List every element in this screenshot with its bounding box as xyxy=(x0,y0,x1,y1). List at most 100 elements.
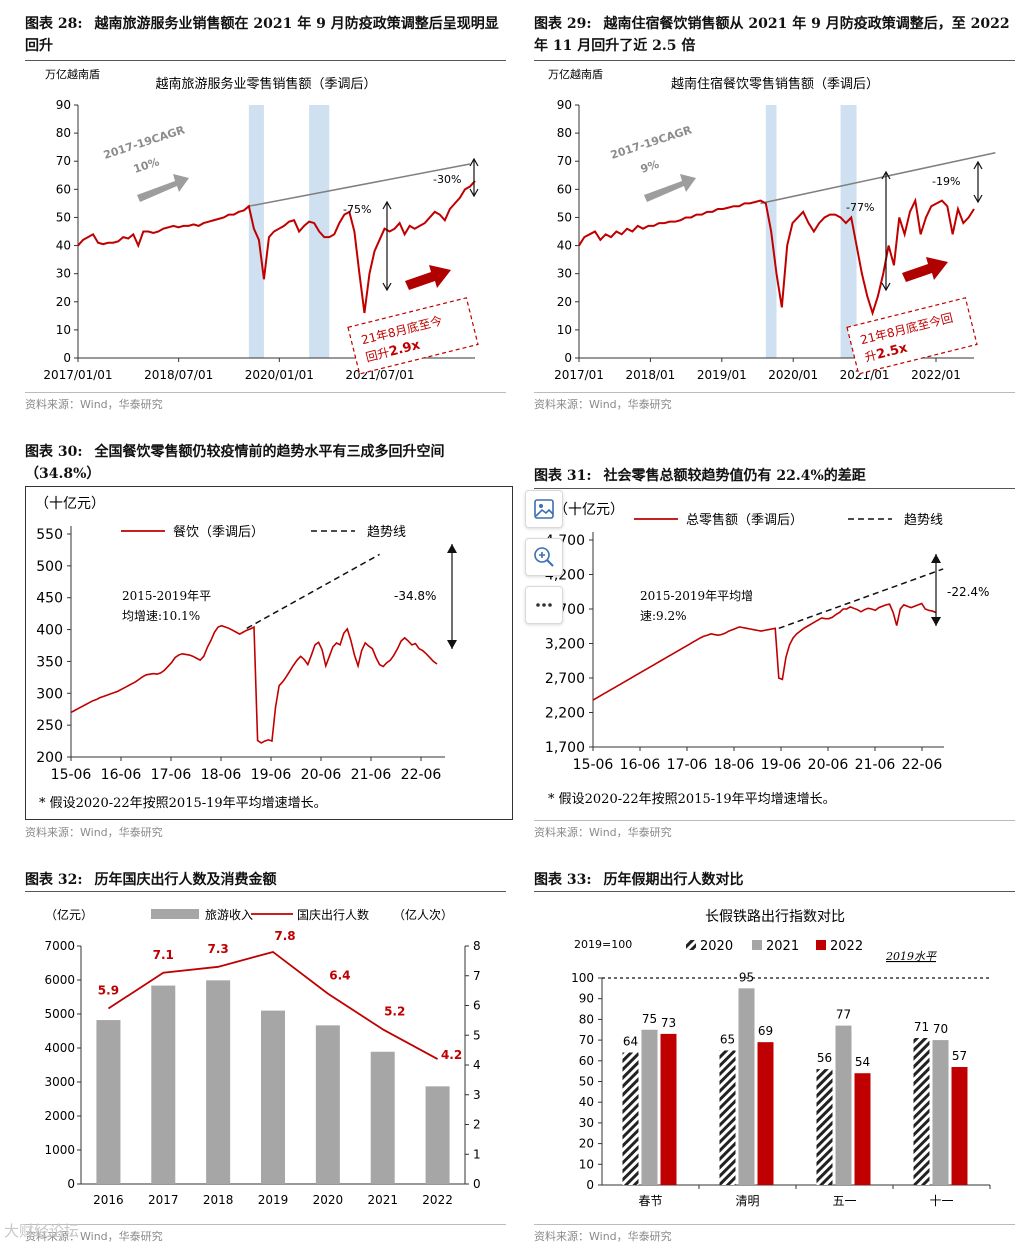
y-tick-label: 0 xyxy=(564,351,572,365)
image-button[interactable] xyxy=(525,490,563,528)
data-label: 7.8 xyxy=(274,929,295,943)
series-line xyxy=(70,624,438,744)
growth-note-line1: 2015-2019年平均增 xyxy=(640,589,753,603)
arrow-head-icon xyxy=(881,170,891,180)
y-axis-unit: （十亿元） xyxy=(554,502,624,518)
bar xyxy=(151,985,176,1184)
y-tick-label: 90 xyxy=(557,98,572,112)
divider xyxy=(25,60,506,61)
y2-tick-label: 3 xyxy=(473,1088,481,1102)
chart-holiday-rail: 长假铁路出行指数对比 2019=100 2019水平 0 10 20 30 40 50 60… xyxy=(571,909,991,1208)
data-label: 65 xyxy=(720,1032,735,1046)
divider xyxy=(25,1224,506,1225)
y-tick-label: 80 xyxy=(56,126,71,140)
y-axis-unit: （亿元） xyxy=(45,907,93,922)
arrow-head-icon xyxy=(973,194,983,204)
y-tick-label: 500 xyxy=(36,559,63,575)
cagr-label: 2017-19CAGR xyxy=(102,123,187,162)
data-label: 64 xyxy=(623,1035,638,1049)
figure-label: 图表 32: xyxy=(25,872,83,888)
x-tick-label: 21-06 xyxy=(855,757,896,773)
divider xyxy=(534,820,1015,821)
data-label: 77 xyxy=(836,1008,851,1022)
cagr-label: 2017-19CAGR xyxy=(609,123,694,162)
y-tick-label: 70 xyxy=(557,154,572,168)
y-tick-label: 3000 xyxy=(44,1075,75,1089)
trend-line xyxy=(248,163,471,207)
figure-title-text: 越南住宿餐饮销售额从 2021 年 9 月防疫政策调整后，至 2022 年 11… xyxy=(534,16,1010,54)
chart-national-day: （亿元） （亿人次） 0 1000 2000 3000 4000 5000 6000 7000… xyxy=(44,907,481,1207)
y-tick-label: 20 xyxy=(579,1137,594,1151)
y-tick-label: 2,200 xyxy=(545,706,585,722)
more-button[interactable] xyxy=(525,586,563,624)
zoom-in-icon xyxy=(534,547,554,567)
y-tick-label: 90 xyxy=(579,992,594,1006)
y-tick-label: 4000 xyxy=(44,1041,75,1055)
x-tick-label: 十一 xyxy=(929,1194,953,1208)
x-tick-label: 16-06 xyxy=(101,767,142,783)
bar xyxy=(913,1038,930,1185)
y-tick-label: 20 xyxy=(56,295,71,309)
figure-title-text: 社会零售总额较趋势值仍有 22.4%的差距 xyxy=(603,468,866,484)
divider xyxy=(25,392,506,393)
y-axis-unit: 万亿越南盾 xyxy=(548,67,603,81)
y-tick-label: 0 xyxy=(586,1178,594,1192)
y-tick-label: 40 xyxy=(557,239,572,253)
level-label: 2019水平 xyxy=(885,950,937,963)
chart-title: 越南旅游服务业零售销售额（季调后） xyxy=(155,76,376,92)
y-tick-label: 40 xyxy=(579,1095,594,1109)
data-label: 4.2 xyxy=(441,1048,462,1062)
legend-swatch xyxy=(816,940,826,950)
y-tick-label: 40 xyxy=(56,239,71,253)
bar xyxy=(261,1010,285,1184)
x-tick-label: 18-06 xyxy=(201,767,242,783)
y-tick-label: 450 xyxy=(36,591,63,607)
bar xyxy=(370,1051,395,1184)
legend-swatch xyxy=(686,940,696,950)
y-tick-label: 90 xyxy=(56,98,71,112)
y-tick-label: 1,700 xyxy=(545,740,585,756)
arrow-head-icon xyxy=(931,617,941,626)
divider xyxy=(534,60,1015,61)
y-tick-label: 60 xyxy=(579,1054,594,1068)
y-tick-label: 50 xyxy=(56,210,71,224)
y-tick-label: 5000 xyxy=(44,1007,75,1021)
y-tick-label: 30 xyxy=(56,267,71,281)
x-tick-label: 16-06 xyxy=(620,757,661,773)
source-note: 资料来源：Wind，华泰研究 xyxy=(25,826,163,839)
source-note: 资料来源：Wind，华泰研究 xyxy=(534,398,672,411)
watermark: 大财经论坛 xyxy=(4,1222,80,1240)
y-tick-label: 200 xyxy=(36,750,63,766)
data-label: 73 xyxy=(661,1016,676,1030)
y-tick-label: 2000 xyxy=(44,1109,75,1123)
chart-vietnam-tourism: 万亿越南盾 越南旅游服务业零售销售额（季调后） 0 10 20 30 40 50 60 70 8… xyxy=(43,67,479,382)
y-tick-label: 50 xyxy=(579,1075,594,1089)
y-tick-label: 30 xyxy=(579,1116,594,1130)
figure-title-text: 全国餐饮零售额仍较疫情前的趋势水平有三成多回升空间（34.8%） xyxy=(25,444,445,482)
y-tick-label: 50 xyxy=(557,210,572,224)
base-note: 2019=100 xyxy=(574,938,632,951)
y-tick-label: 7000 xyxy=(44,939,75,953)
growth-note-line1: 2015-2019年平 xyxy=(122,589,211,603)
data-label: 57 xyxy=(952,1049,967,1063)
x-tick-label: 2017/01 xyxy=(554,368,604,382)
chart-china-retail: （十亿元） 1,7002,2002,7003,2003,7004,2004,70… xyxy=(545,502,990,807)
x-tick-label: 2017/01/01 xyxy=(43,368,112,382)
divider xyxy=(25,891,506,892)
x-tick-label: 19-06 xyxy=(251,767,292,783)
data-label: 56 xyxy=(817,1051,832,1065)
divider xyxy=(534,1224,1015,1225)
bar xyxy=(816,1069,833,1185)
trend-line xyxy=(760,152,996,205)
zoom-in-button[interactable] xyxy=(525,538,563,576)
x-tick-label: 22-06 xyxy=(902,757,943,773)
source-note: 资料来源：Wind，华泰研究 xyxy=(534,826,672,839)
data-label: 95 xyxy=(739,970,754,984)
y-tick-label: 60 xyxy=(557,182,572,196)
bar xyxy=(757,1042,774,1185)
legend-label: 旅游收入 xyxy=(205,908,253,922)
series-line xyxy=(77,180,476,314)
x-tick-label: 15-06 xyxy=(51,767,92,783)
figure-30-title: 图表 30: 全国餐饮零售额仍较疫情前的趋势水平有三成多回升空间（34.8%） xyxy=(25,441,511,485)
y-tick-label: 6000 xyxy=(44,973,75,987)
